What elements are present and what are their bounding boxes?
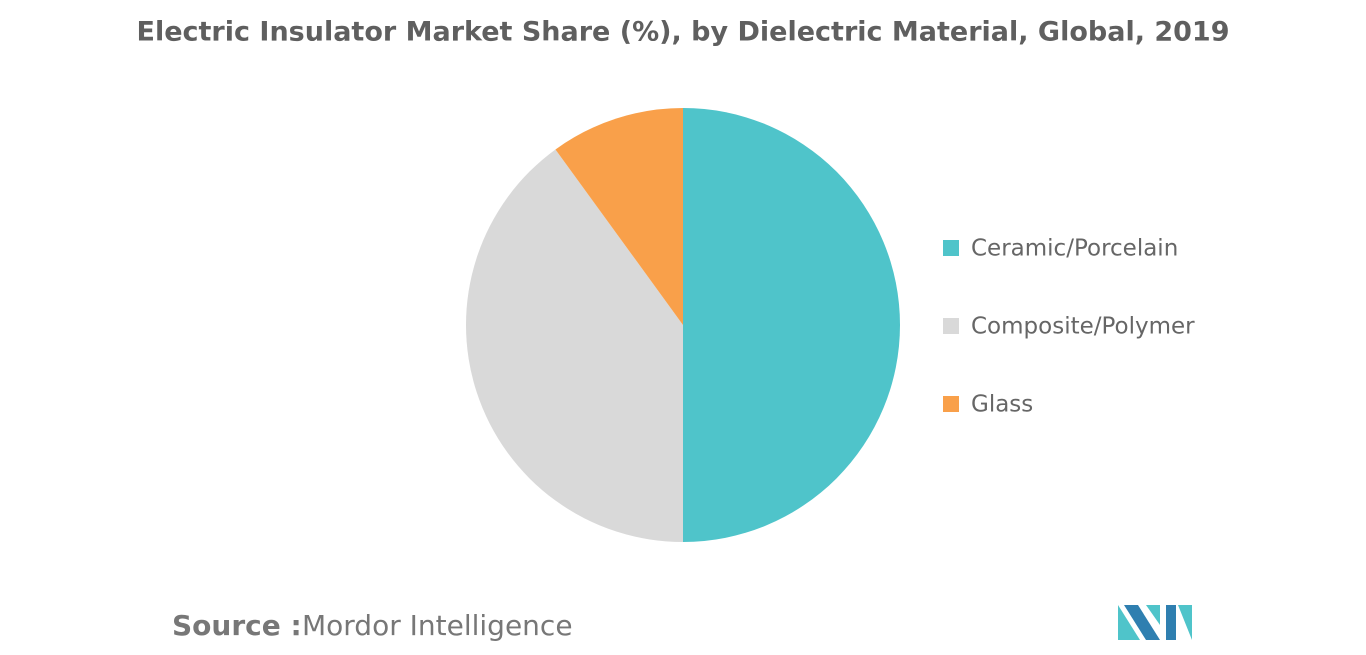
- source-text: Mordor Intelligence: [302, 609, 573, 642]
- legend-swatch: [943, 240, 959, 256]
- logo: [1118, 605, 1192, 640]
- pie-slice: [683, 108, 900, 542]
- pie-slice: [466, 149, 683, 543]
- legend-label: Glass: [971, 392, 1033, 418]
- pie-slice: [555, 108, 683, 325]
- legend-label: Ceramic/Porcelain: [971, 236, 1178, 262]
- legend-label: Composite/Polymer: [971, 314, 1195, 340]
- legend-swatch: [943, 318, 959, 334]
- source-label: Source :: [172, 609, 302, 642]
- legend-swatch: [943, 396, 959, 412]
- chart-title: Electric Insulator Market Share (%), by …: [137, 17, 1230, 48]
